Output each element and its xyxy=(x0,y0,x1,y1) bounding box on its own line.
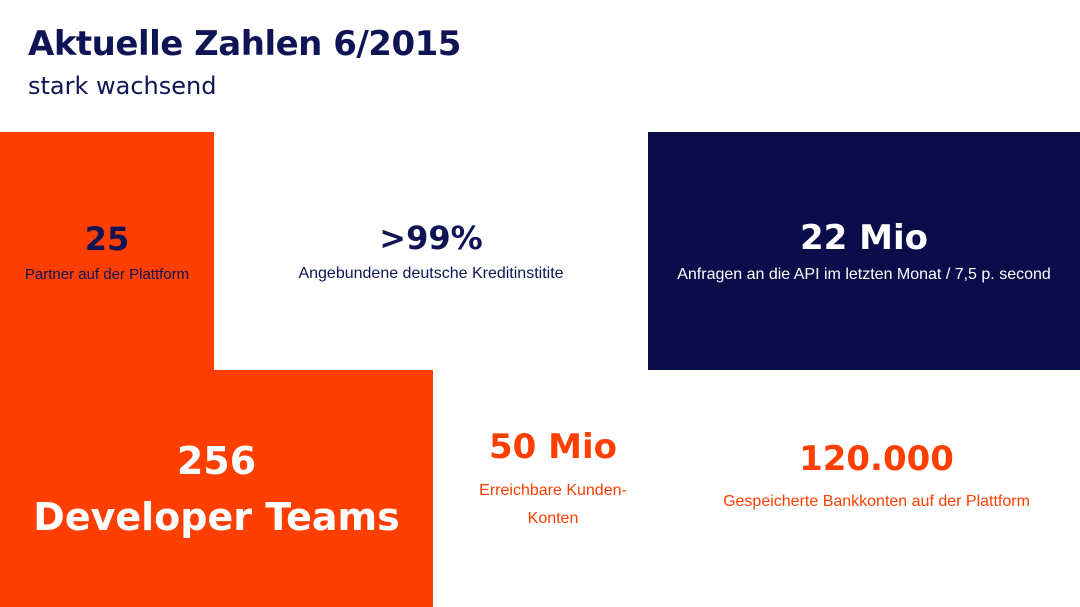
stat-value: >99% xyxy=(379,219,483,257)
stat-value: 120.000 xyxy=(799,438,954,479)
stat-value: 256 xyxy=(176,438,257,483)
stat-tile-partners: 25 Partner auf der Plattform xyxy=(0,132,214,370)
page-subtitle: stark wachsend xyxy=(28,72,217,100)
stat-label: Anfragen an die API im letzten Monat / 7… xyxy=(677,266,1051,283)
page-title: Aktuelle Zahlen 6/2015 xyxy=(28,24,461,64)
stat-tile-accounts: 120.000 Gespeicherte Bankkonten auf der … xyxy=(673,370,1080,607)
stat-label: Angebundene deutsche Kreditinstitite xyxy=(298,265,564,282)
stat-value-caption: Developer Teams xyxy=(33,494,400,539)
stat-value: 25 xyxy=(84,219,130,258)
stat-label-line1: Erreichbare Kunden- xyxy=(479,481,627,499)
stat-value: 22 Mio xyxy=(800,218,928,258)
stat-tile-api: 22 Mio Anfragen an die API im letzten Mo… xyxy=(648,132,1080,370)
stat-tile-customers: 50 Mio Erreichbare Kunden- Konten xyxy=(433,370,673,607)
stat-tile-banks: >99% Angebundene deutsche Kreditinstitit… xyxy=(214,132,648,370)
stat-label: Gespeicherte Bankkonten auf der Plattfor… xyxy=(723,492,1030,510)
stat-label: Partner auf der Plattform xyxy=(24,265,190,283)
stat-label-line2: Konten xyxy=(527,509,579,527)
stat-value: 50 Mio xyxy=(489,426,617,467)
stat-tile-developers: 256 Developer Teams xyxy=(0,370,433,607)
